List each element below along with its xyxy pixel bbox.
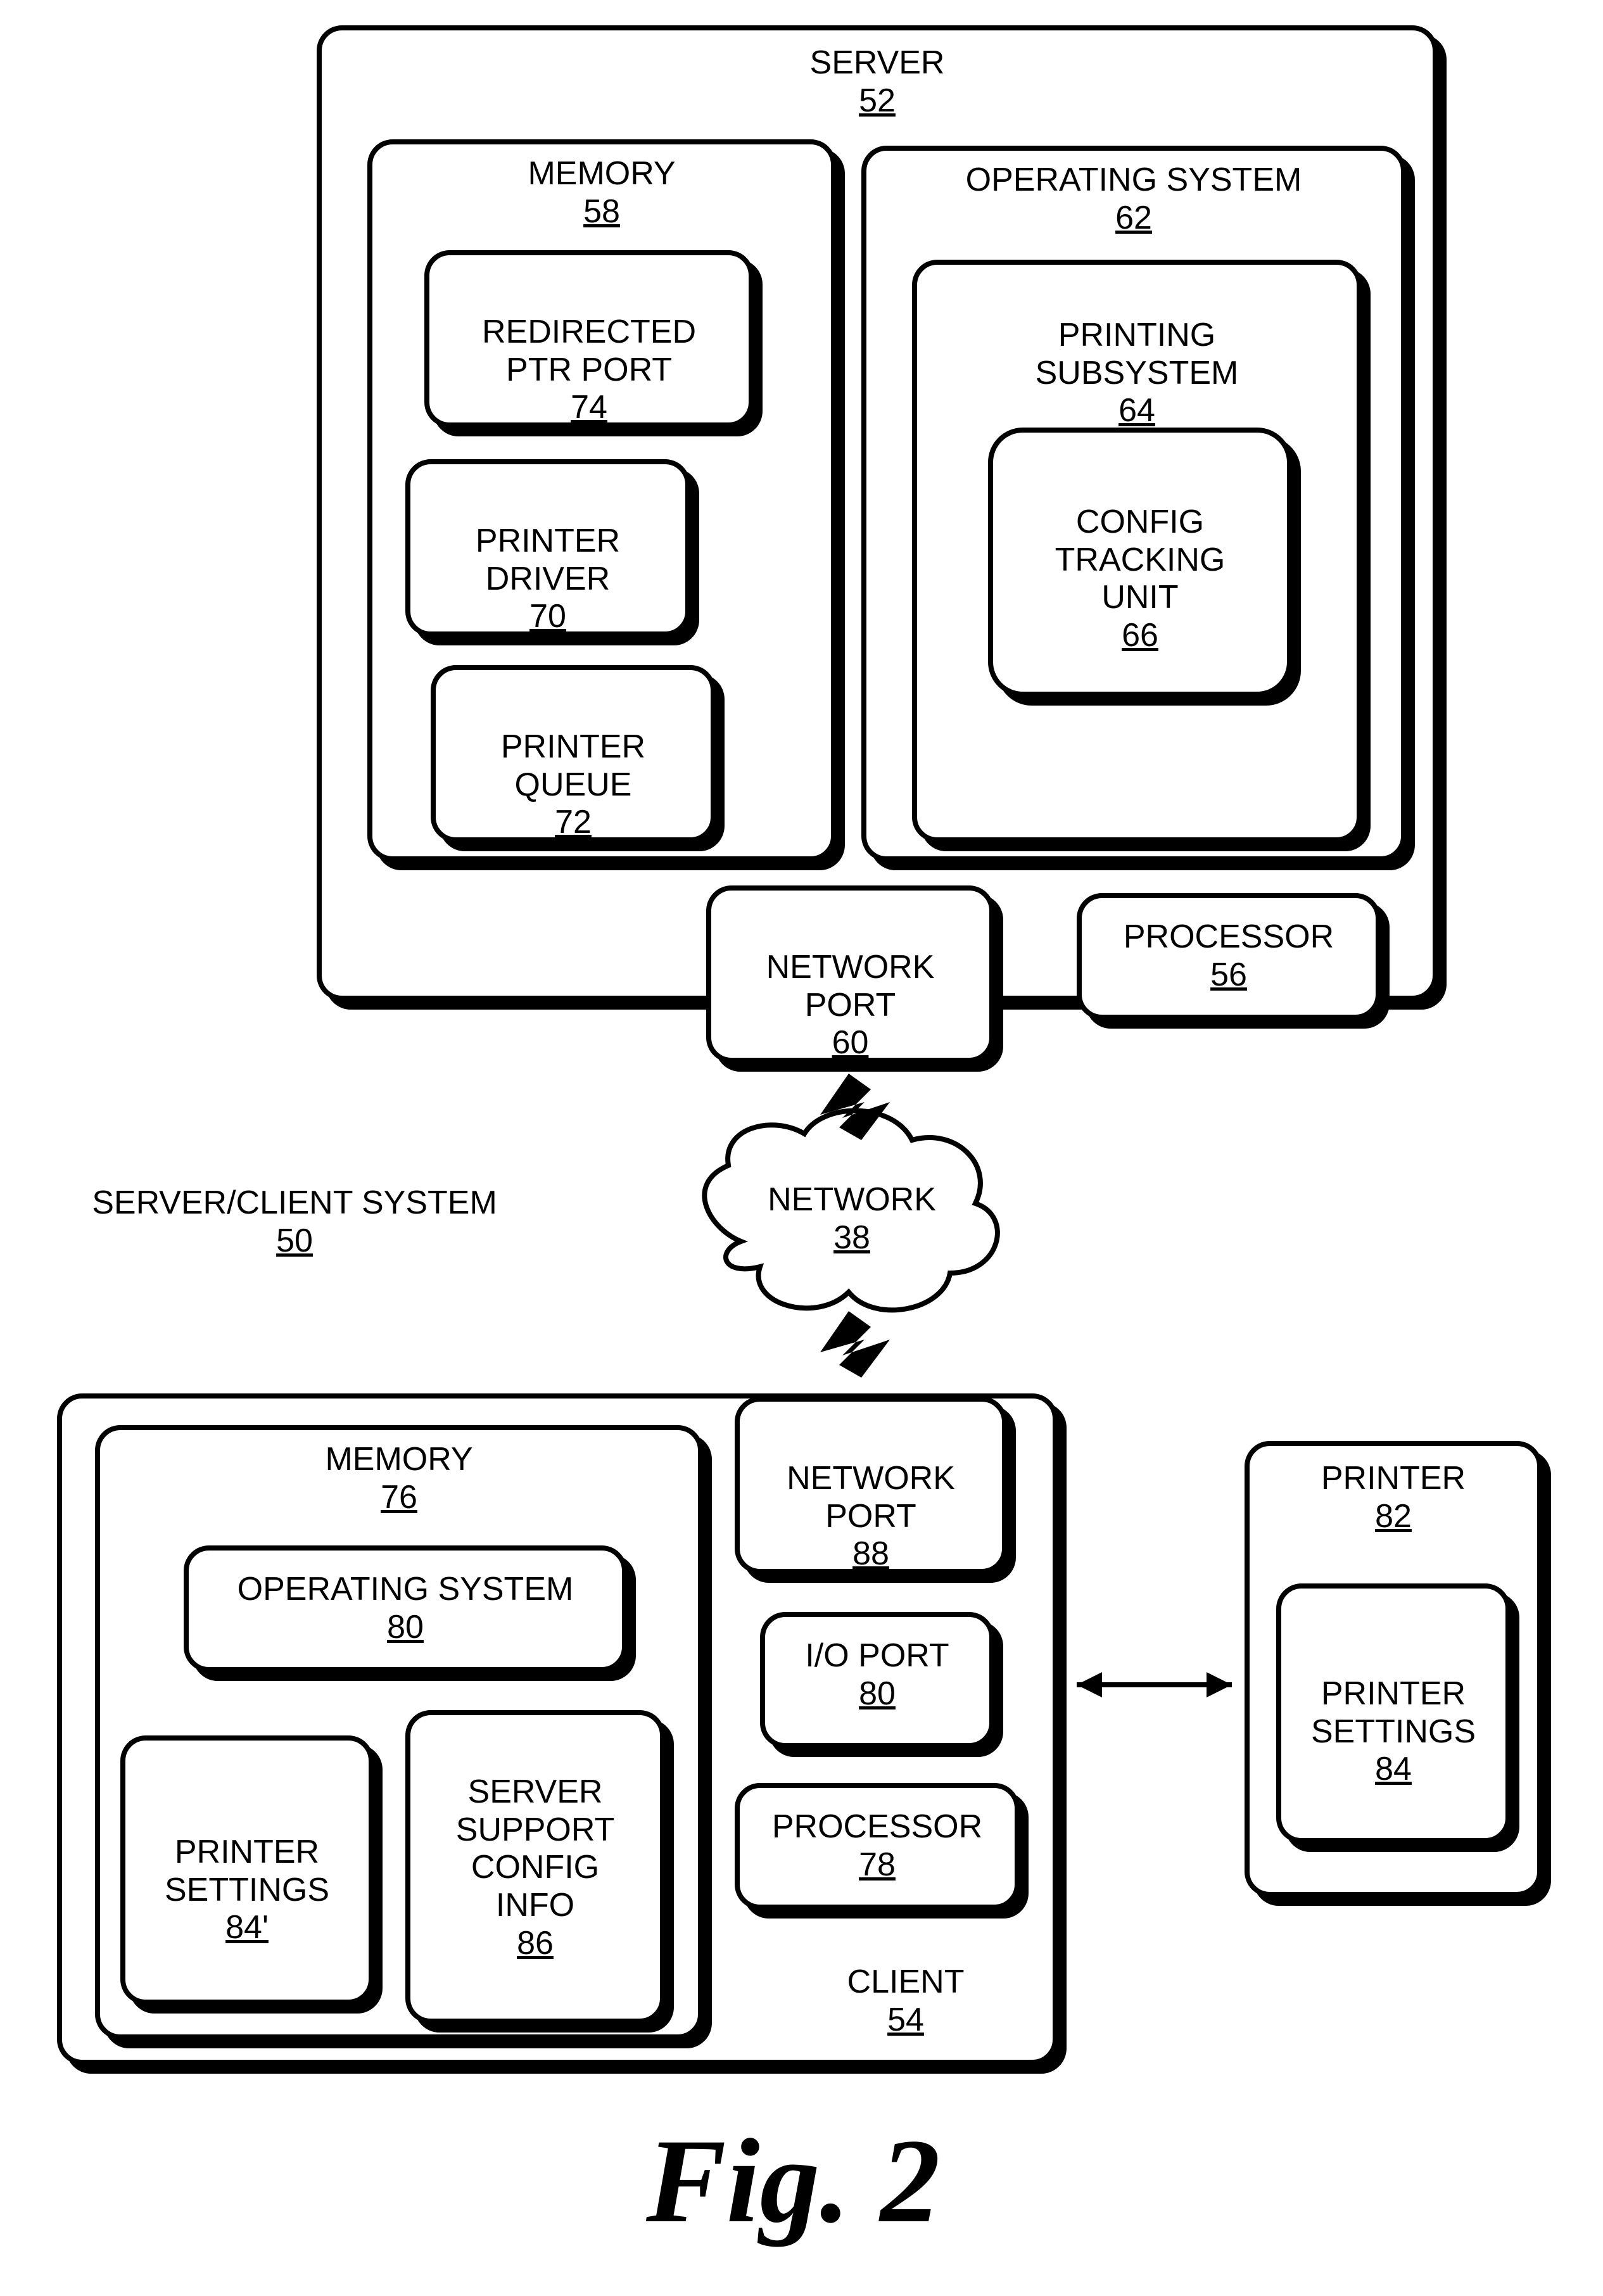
client-network-port-title: NETWORK PORT88 bbox=[735, 1422, 1007, 1573]
server-network-port-title: NETWORK PORT60 bbox=[706, 911, 994, 1062]
system-title: SERVER/CLIENT SYSTEM50 bbox=[25, 1184, 564, 1260]
printer-queue-title: PRINTER QUEUE72 bbox=[431, 690, 716, 842]
printing-subsystem-title: PRINTING SUBSYSTEM64 bbox=[912, 279, 1362, 430]
client-title: CLIENT54 bbox=[785, 1963, 1026, 2039]
config-tracking-unit-title: CONFIG TRACKING UNIT66 bbox=[988, 466, 1292, 655]
printer-driver-title: PRINTER DRIVER70 bbox=[405, 485, 690, 636]
server-support-config-info-title: SERVER SUPPORT CONFIG INFO86 bbox=[405, 1735, 665, 1963]
io-port-title: I/O PORT80 bbox=[760, 1637, 994, 1713]
server-os-title: OPERATING SYSTEM62 bbox=[861, 162, 1406, 238]
client-os-title: OPERATING SYSTEM80 bbox=[184, 1571, 627, 1647]
client-memory-title: MEMORY76 bbox=[95, 1441, 703, 1517]
redirected-ptr-port-title: REDIRECTED PTR PORT74 bbox=[424, 276, 754, 427]
printer-title: PRINTER82 bbox=[1245, 1460, 1542, 1536]
server-memory-title: MEMORY58 bbox=[367, 155, 836, 231]
figure-label: Fig. 2 bbox=[646, 2112, 941, 2250]
printer-settings-title: PRINTER SETTINGS84 bbox=[1276, 1637, 1511, 1789]
diagram-canvas: SERVER52 MEMORY58 REDIRECTED PTR PORT74 … bbox=[25, 25, 1578, 2271]
network-title: NETWORK38 bbox=[722, 1181, 982, 1257]
server-processor-title: PROCESSOR56 bbox=[1077, 918, 1381, 994]
client-printer-settings-title: PRINTER SETTINGS84' bbox=[120, 1796, 374, 1947]
server-title: SERVER52 bbox=[317, 44, 1438, 120]
client-processor-title: PROCESSOR78 bbox=[735, 1808, 1020, 1884]
